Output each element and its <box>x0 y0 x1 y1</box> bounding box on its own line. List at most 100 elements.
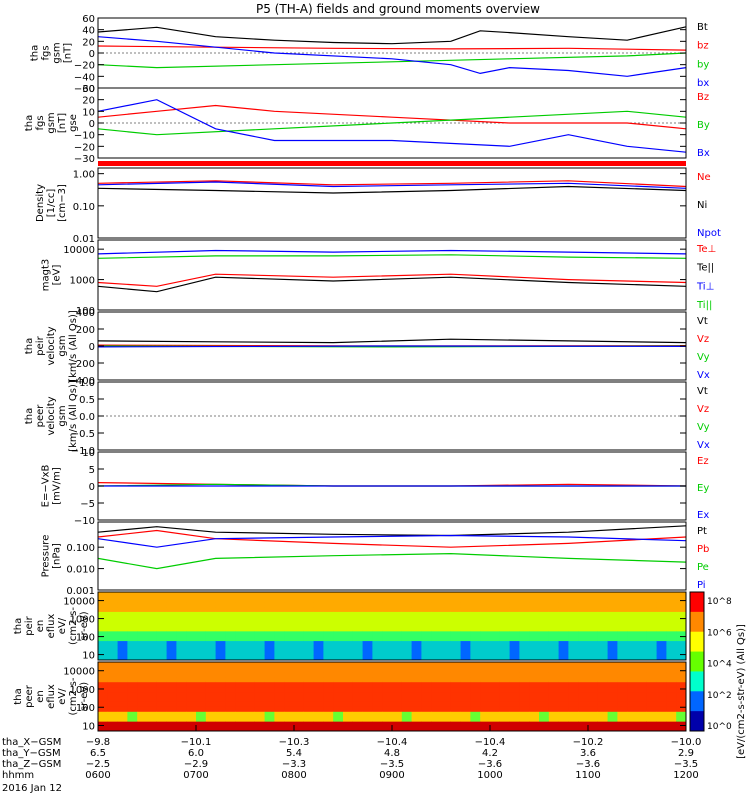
heatmap-cell <box>264 626 275 632</box>
heatmap-cell <box>637 716 648 722</box>
heatmap-cell <box>323 706 334 712</box>
heatmap-cell <box>343 630 354 637</box>
heatmap-cell <box>303 696 315 702</box>
heatmap-cell <box>107 606 119 612</box>
heatmap-cell <box>156 616 168 622</box>
heatmap-cell <box>98 681 109 688</box>
heatmap-cell <box>137 635 148 642</box>
heatmap-cell <box>519 621 530 627</box>
heatmap-cell <box>284 650 295 656</box>
heatmap-cell <box>205 635 217 642</box>
heatmap-cell <box>186 596 197 603</box>
heatmap-cell <box>441 592 452 598</box>
heatmap-cell <box>274 671 285 678</box>
heatmap-cell <box>548 701 560 707</box>
heatmap-cell <box>274 606 285 612</box>
heatmap-cell <box>470 662 481 668</box>
heatmap-cell <box>176 635 187 642</box>
heatmap-cell <box>176 701 187 707</box>
heatmap-cell <box>499 726 511 732</box>
heatmap-cell <box>323 626 334 632</box>
heatmap-cell <box>529 611 540 617</box>
y-label-line: tha <box>13 618 24 634</box>
heatmap-cell <box>617 681 628 688</box>
heatmap-cell <box>617 611 628 617</box>
y-tick-label: 0.01 <box>73 234 95 245</box>
heatmap-cell <box>362 721 373 727</box>
heatmap-cell <box>274 686 285 693</box>
heatmap-cell <box>333 635 344 642</box>
heatmap-cell <box>343 721 354 727</box>
heatmap-cell <box>529 716 540 722</box>
x-tick-label: −10.3 <box>279 737 310 748</box>
heatmap-cell <box>480 711 491 717</box>
heatmap-cell <box>107 635 119 642</box>
heatmap-cell <box>254 655 266 661</box>
y-label-line: gse <box>68 114 79 132</box>
heatmap-cell <box>352 666 364 673</box>
heatmap-cell <box>558 640 569 646</box>
y-tick-label: 40 <box>82 26 95 37</box>
heatmap-cell <box>490 706 501 712</box>
heatmap-cell <box>646 662 658 668</box>
heatmap-cell <box>362 706 373 712</box>
y-label-line: Density <box>35 184 46 222</box>
heatmap-cell <box>519 645 530 651</box>
heatmap-cell <box>225 592 236 598</box>
heatmap-cell <box>205 650 217 656</box>
heatmap-cell <box>450 630 462 637</box>
heatmap-cell <box>284 676 295 683</box>
heatmap-cell <box>294 726 305 732</box>
series-line-Ni <box>97 185 687 194</box>
heatmap-cell <box>656 721 667 727</box>
heatmap-cell <box>529 686 540 693</box>
heatmap-cell <box>490 662 501 668</box>
colorbar-tick-label: 10^6 <box>707 628 732 638</box>
heatmap-cell <box>362 650 373 656</box>
heatmap-cell <box>499 650 511 656</box>
heatmap-cell <box>480 721 491 727</box>
heatmap-cell <box>578 630 589 637</box>
y-label-line: [km/s (All Qs)] <box>68 380 79 452</box>
heatmap-cell <box>362 601 373 608</box>
heatmap-cell <box>607 592 618 598</box>
heatmap-cell <box>666 621 677 627</box>
heatmap-cell <box>607 601 618 608</box>
heatmap-cell <box>313 630 324 637</box>
heatmap-cell <box>98 626 109 632</box>
heatmap-cell <box>401 626 413 632</box>
heatmap-cell <box>499 655 511 661</box>
heatmap-cell <box>166 726 177 732</box>
heatmap-cell <box>352 630 364 637</box>
heatmap-cell <box>205 701 217 707</box>
heatmap-cell <box>646 686 658 693</box>
heatmap-cell <box>666 686 677 693</box>
heatmap-cell <box>666 611 677 617</box>
heatmap-cell <box>588 621 599 627</box>
heatmap-cell <box>303 596 315 603</box>
heatmap-cell <box>411 706 422 712</box>
heatmap-cell <box>401 655 413 661</box>
heatmap-cell <box>529 592 540 598</box>
heatmap-cell <box>303 711 315 717</box>
heatmap-cell <box>637 662 648 668</box>
heatmap-cell <box>137 621 148 627</box>
heatmap-cell <box>490 601 501 608</box>
heatmap-cell <box>313 606 324 612</box>
heatmap-cell <box>156 716 168 722</box>
y-tick-label: −200 <box>68 359 95 370</box>
heatmap-cell <box>450 601 462 608</box>
heatmap-cell <box>313 681 324 688</box>
heatmap-cell <box>480 616 491 622</box>
heatmap-cell <box>558 606 569 612</box>
heatmap-cell <box>558 696 569 702</box>
heatmap-cell <box>333 711 344 717</box>
heatmap-cell <box>254 630 266 637</box>
heatmap-cell <box>254 726 266 732</box>
heatmap-cell <box>646 666 658 673</box>
heatmap-cell <box>656 676 667 683</box>
heatmap-cell <box>617 630 628 637</box>
heatmap-cell <box>147 621 158 627</box>
heatmap-cell <box>392 706 403 712</box>
